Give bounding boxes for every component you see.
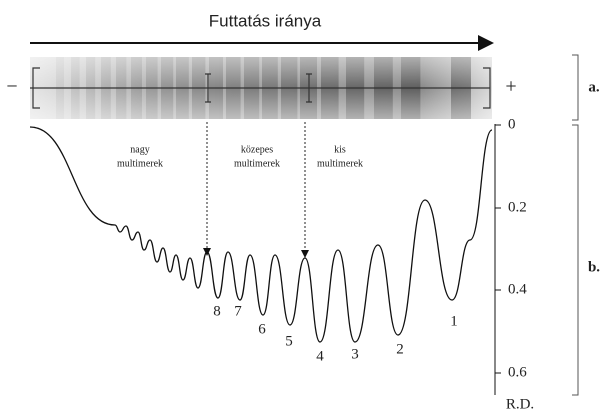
figure: Futtatás iránya − + a. b. R.D. 0 0.2 0.4 0.… — [0, 0, 609, 414]
panel-b: b. — [588, 259, 600, 275]
peak-number: 6 — [258, 321, 266, 337]
peak-number: 2 — [396, 341, 404, 357]
tick-label: 0.2 — [508, 199, 527, 215]
region-label: multimerek — [317, 158, 363, 169]
tick-label: 0.4 — [508, 281, 527, 297]
region-label: nagy — [130, 144, 149, 155]
peak-number: 1 — [450, 313, 458, 329]
peak-number: 3 — [351, 346, 359, 362]
axis-label: R.D. — [506, 396, 534, 412]
peak-number: 4 — [316, 348, 324, 364]
region-label: kis — [334, 144, 346, 155]
peak-number: 8 — [213, 303, 221, 319]
region-label: közepes — [241, 144, 273, 155]
region-label: multimerek — [117, 158, 163, 169]
peak-number: 5 — [285, 333, 293, 349]
region-label: multimerek — [234, 158, 280, 169]
plus: + — [505, 76, 516, 98]
tick-label: 0.6 — [508, 364, 527, 380]
title: Futtatás iránya — [209, 11, 322, 30]
panel-a: a. — [588, 79, 600, 95]
minus: − — [6, 76, 17, 98]
peak-number: 7 — [234, 303, 242, 319]
tick-label: 0 — [508, 116, 516, 132]
panel-brackets — [572, 55, 578, 395]
